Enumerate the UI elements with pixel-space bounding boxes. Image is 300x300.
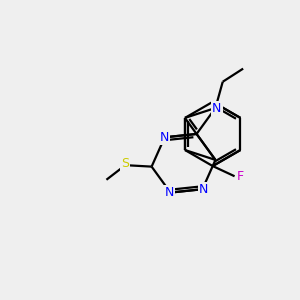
Text: S: S	[122, 157, 129, 170]
Text: N: N	[164, 186, 174, 199]
Text: N: N	[160, 131, 169, 144]
Text: F: F	[237, 170, 244, 183]
Text: N: N	[199, 183, 208, 196]
Text: N: N	[212, 101, 222, 115]
